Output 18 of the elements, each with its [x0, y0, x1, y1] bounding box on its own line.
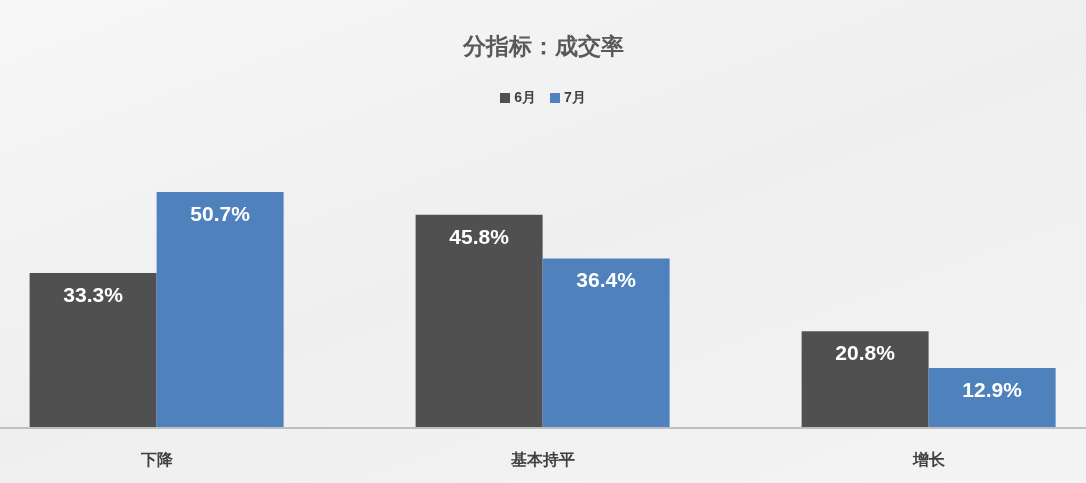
- x-tick-label: 基本持平: [510, 451, 575, 469]
- bar: [415, 214, 543, 428]
- data-label: 20.8%: [835, 341, 896, 365]
- x-tick-label: 增长: [912, 451, 946, 469]
- data-label: 33.3%: [63, 282, 124, 306]
- data-label: 12.9%: [962, 377, 1023, 401]
- bar: [156, 192, 284, 428]
- bar: [801, 331, 929, 428]
- data-label: 36.4%: [576, 268, 637, 292]
- bar: [542, 258, 670, 428]
- legend-label: 7月: [564, 89, 586, 107]
- chart-title: 分指标：成交率: [461, 32, 625, 61]
- bar: [928, 367, 1056, 428]
- x-tick-label: 下降: [140, 451, 174, 469]
- data-label: 45.8%: [449, 224, 510, 248]
- legend-label: 6月: [514, 89, 536, 107]
- data-label: 50.7%: [190, 201, 251, 225]
- bar: [29, 272, 157, 428]
